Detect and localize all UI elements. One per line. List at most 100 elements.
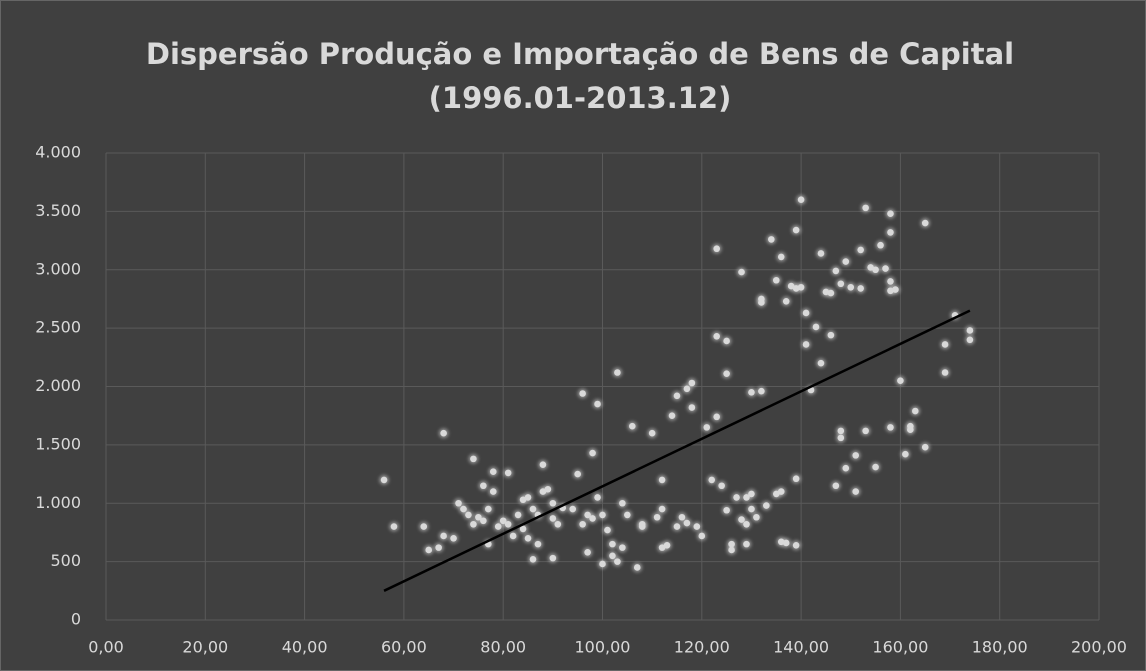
point — [758, 387, 765, 395]
point — [708, 476, 716, 484]
point — [390, 523, 398, 530]
point — [440, 532, 447, 540]
point — [832, 482, 840, 490]
point — [837, 434, 845, 442]
point — [862, 427, 869, 435]
x-tick-label: 20,00 — [182, 638, 228, 657]
point — [718, 482, 725, 490]
point — [594, 494, 601, 501]
point — [648, 429, 656, 437]
point — [609, 552, 616, 560]
point — [713, 245, 720, 253]
point — [857, 246, 864, 254]
point — [792, 226, 800, 234]
point — [604, 526, 611, 534]
point — [862, 204, 869, 212]
point — [579, 520, 586, 528]
point — [584, 548, 591, 556]
point — [723, 506, 730, 514]
point — [892, 286, 899, 293]
point — [624, 511, 631, 519]
point — [743, 540, 750, 548]
point — [614, 558, 621, 565]
point — [673, 523, 681, 530]
point — [609, 540, 616, 548]
point — [529, 555, 537, 563]
point — [703, 424, 711, 431]
point — [847, 283, 855, 291]
point — [887, 278, 894, 285]
point — [519, 525, 527, 533]
point — [579, 390, 586, 397]
point — [514, 511, 522, 519]
point — [713, 332, 720, 340]
x-tick-label: 100,00 — [575, 638, 631, 657]
point — [802, 309, 810, 317]
y-tick-label: 2.000 — [35, 376, 81, 395]
point — [693, 523, 701, 530]
point — [619, 499, 626, 507]
point — [897, 377, 904, 384]
point — [777, 253, 785, 261]
point — [812, 323, 820, 331]
chart-title: (1996.01-2013.12) — [429, 81, 732, 115]
point — [842, 258, 850, 265]
point — [425, 546, 433, 554]
point — [668, 412, 676, 419]
point — [683, 519, 691, 527]
point — [504, 520, 512, 528]
point — [554, 520, 562, 528]
y-tick-label: 1.500 — [35, 434, 81, 453]
point — [941, 341, 949, 348]
point — [921, 219, 929, 227]
point — [842, 464, 850, 472]
point — [549, 554, 557, 562]
x-tick-label: 200,00 — [1071, 638, 1127, 657]
point — [653, 513, 661, 521]
point — [768, 236, 775, 243]
point — [489, 468, 497, 476]
point — [480, 482, 487, 490]
point — [435, 544, 442, 551]
point — [594, 400, 601, 408]
point — [832, 267, 840, 275]
point — [763, 502, 770, 509]
point — [504, 469, 512, 477]
point — [658, 476, 666, 484]
point — [673, 392, 681, 400]
point — [683, 385, 691, 393]
trendline — [383, 309, 971, 592]
x-tick-label: 180,00 — [972, 638, 1028, 657]
point — [817, 250, 825, 257]
y-tick-label: 4.000 — [35, 143, 81, 162]
point — [733, 494, 740, 501]
point — [480, 517, 487, 525]
point — [380, 476, 388, 484]
x-tick-label: 0,00 — [88, 638, 124, 657]
point — [509, 532, 517, 540]
point — [549, 499, 557, 507]
y-tick-label: 500 — [50, 551, 81, 570]
point — [782, 539, 790, 547]
point — [614, 369, 621, 376]
point — [872, 266, 879, 274]
point — [817, 359, 825, 367]
point — [753, 513, 760, 521]
point — [420, 523, 428, 530]
point — [549, 515, 557, 522]
point — [589, 515, 596, 522]
point — [743, 520, 750, 528]
point — [599, 511, 606, 519]
point — [941, 369, 949, 376]
point — [887, 210, 894, 218]
point — [792, 541, 800, 549]
point — [524, 534, 532, 542]
point — [628, 422, 636, 430]
point — [758, 299, 765, 306]
point — [907, 426, 914, 433]
point — [852, 488, 860, 495]
point — [544, 485, 552, 493]
x-tick-label: 120,00 — [674, 638, 730, 657]
point — [921, 443, 929, 451]
